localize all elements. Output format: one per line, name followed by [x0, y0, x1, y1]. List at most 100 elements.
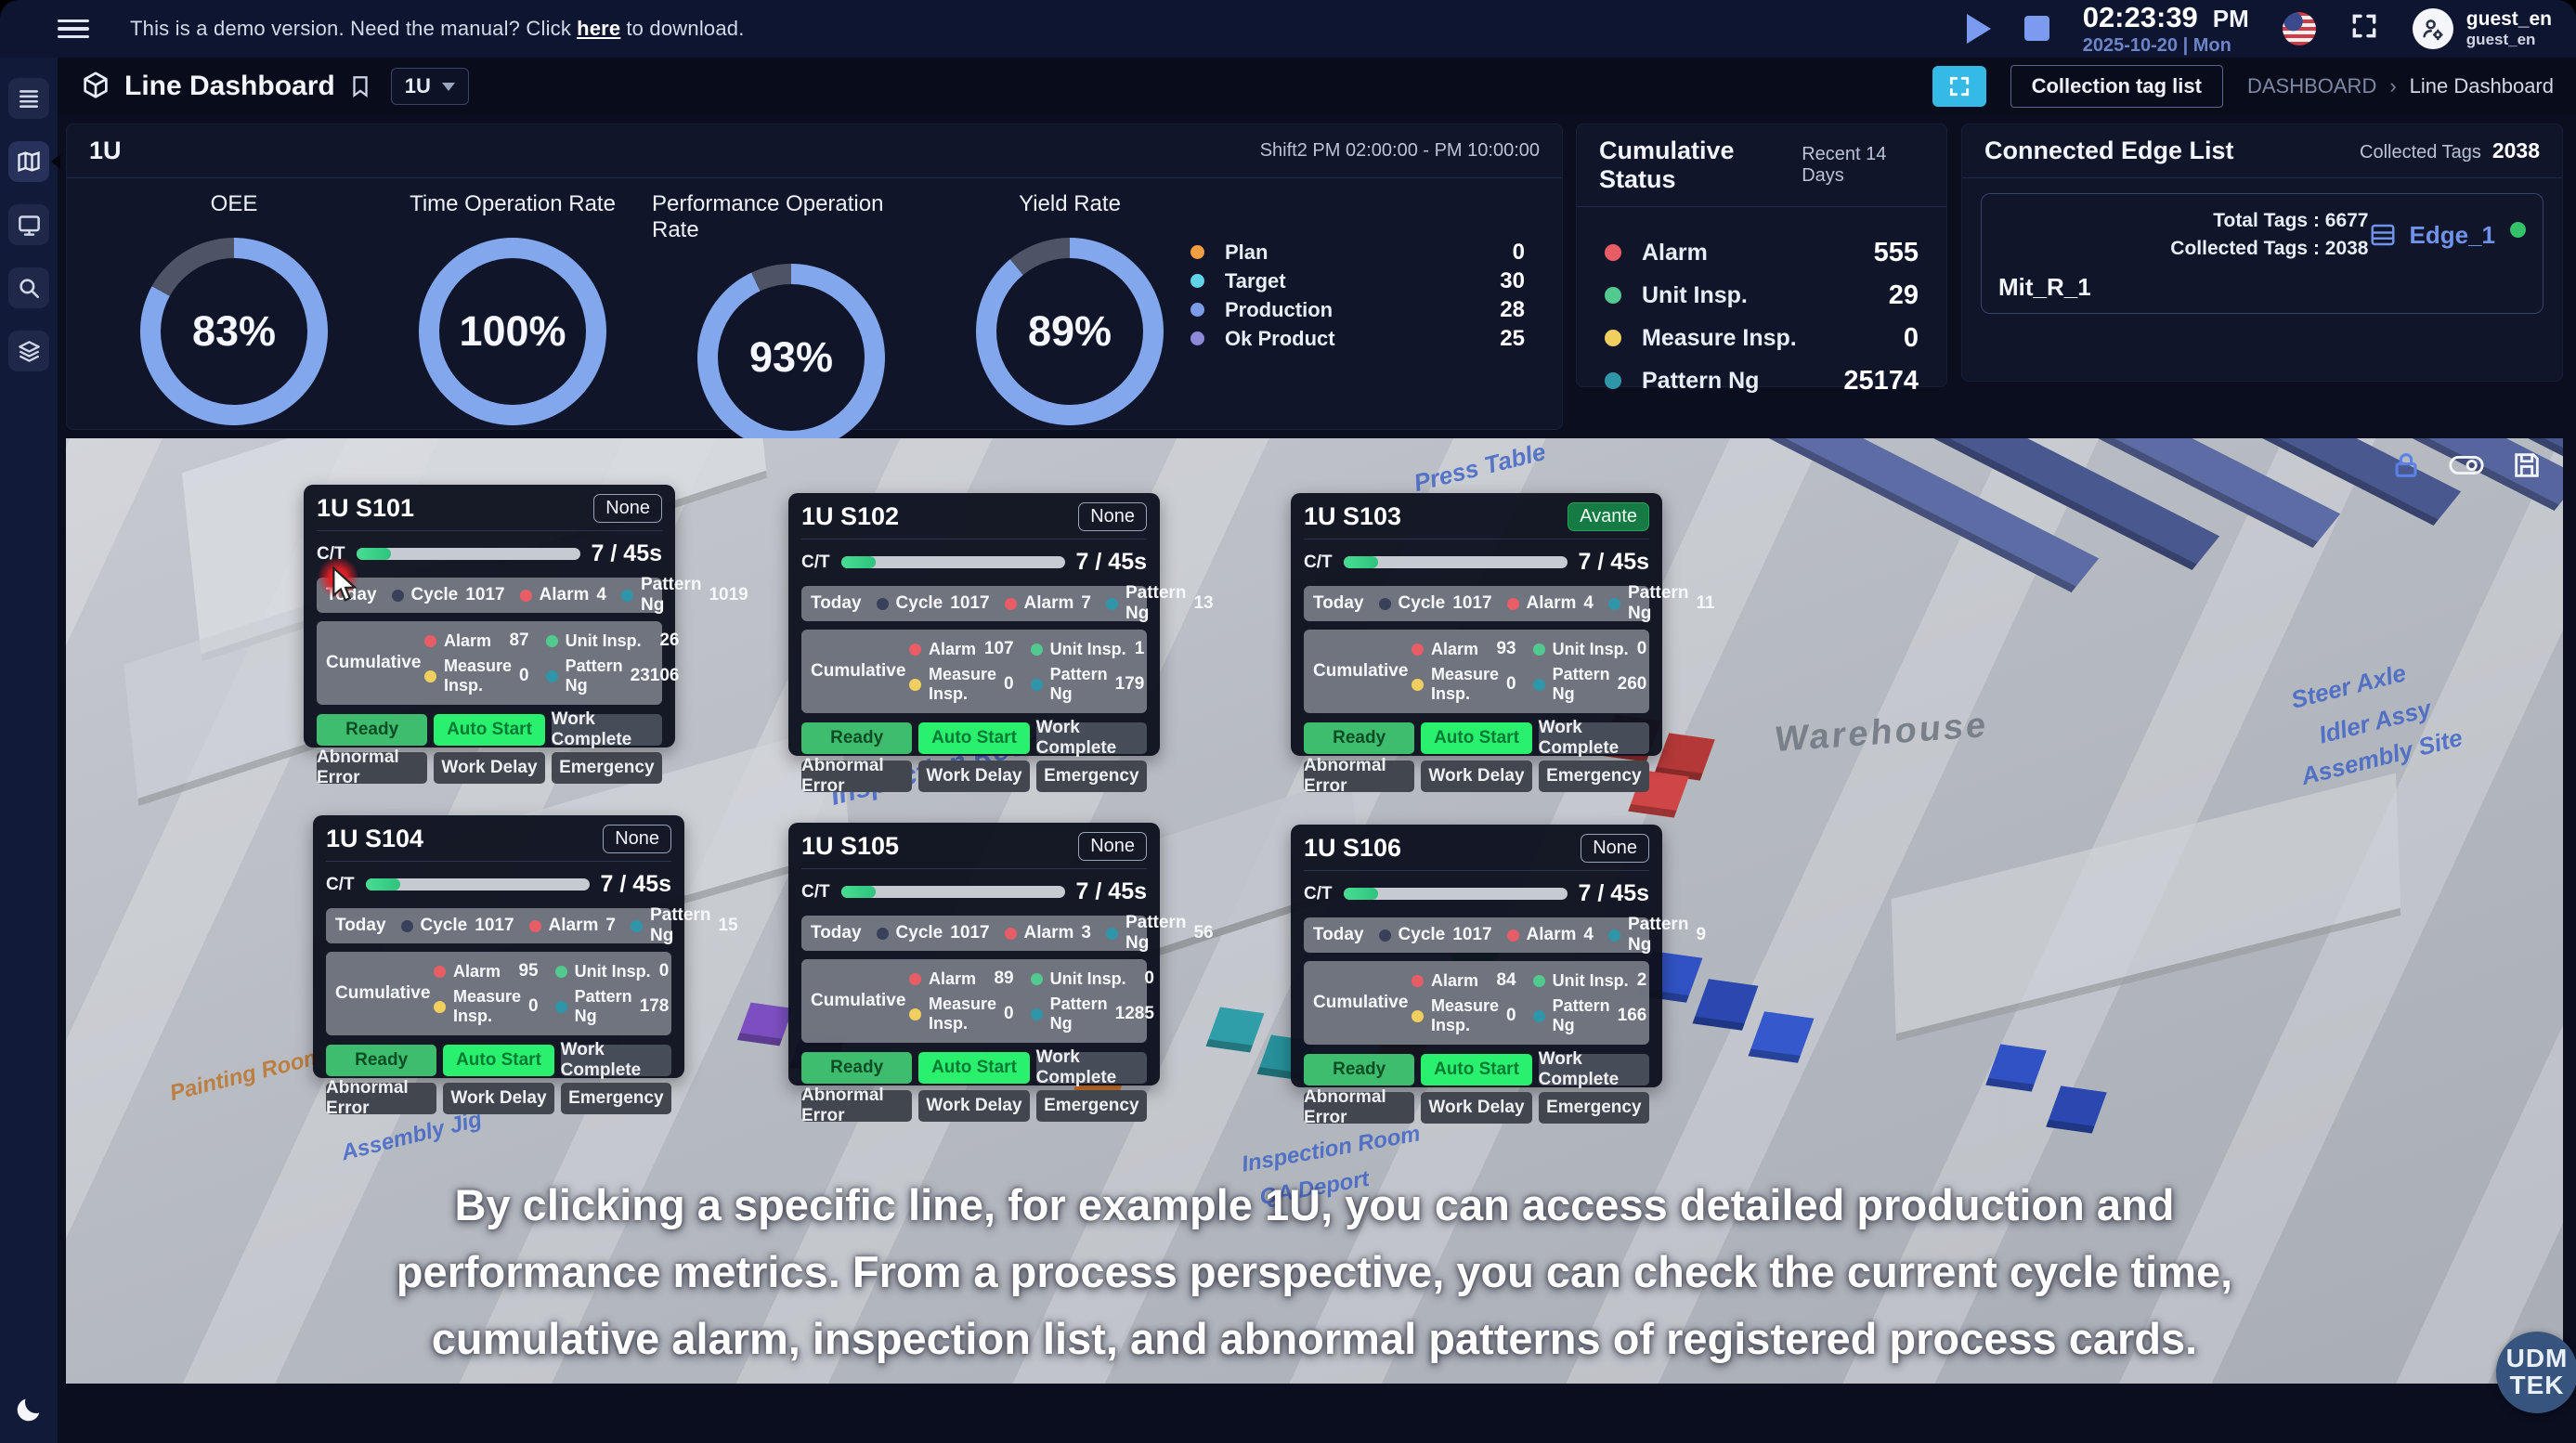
work-delay-status-button[interactable]: Work Delay — [443, 1083, 554, 1114]
emergency-status-button[interactable]: Emergency — [551, 752, 662, 784]
ready-status-button[interactable]: Ready — [801, 722, 913, 754]
gauge-label: Performance Operation Rate — [652, 191, 884, 242]
process-card[interactable]: 1U S104 None C/T 7 / 45s Today Cycle 101… — [313, 815, 738, 1118]
play-button[interactable] — [1966, 13, 1991, 44]
cumulative-label: Cumulative — [1313, 993, 1409, 1012]
ready-status-button[interactable]: Ready — [326, 1045, 437, 1076]
cumulative-row-measure-insp: Measure Insp. 0 — [1605, 317, 1919, 359]
abnormal-error-status-button[interactable]: Abnormal Error — [317, 748, 428, 787]
abnormal-error-status-button[interactable]: Abnormal Error — [1304, 1087, 1415, 1127]
plan-dot — [1190, 245, 1204, 259]
sidebar-item-monitor[interactable] — [8, 204, 49, 245]
work-complete-status-button[interactable]: Work Complete — [560, 1040, 671, 1080]
emergency-status-button[interactable]: Emergency — [1035, 760, 1147, 792]
work-delay-status-button[interactable]: Work Delay — [1421, 1092, 1532, 1124]
alarm-label: Alarm — [1526, 925, 1577, 944]
cumulative-grid: Alarm 107 Unit Insp. 1 Measure Insp. 0 Patt… — [909, 635, 1144, 708]
user-menu[interactable]: guest_en guest_en — [2412, 7, 2552, 50]
process-card[interactable]: 1U S101 None C/T 7 / 45s Today Cycle 101… — [304, 485, 748, 787]
user-names: guest_en guest_en — [2466, 7, 2552, 50]
abnormal-error-status-button[interactable]: Abnormal Error — [326, 1078, 437, 1118]
collection-tag-list-button[interactable]: Collection tag list — [2010, 65, 2223, 108]
work-delay-status-button[interactable]: Work Delay — [918, 1090, 1030, 1122]
work-complete-status-button[interactable]: Work Complete — [1538, 718, 1649, 758]
logo-text-bottom: TEK — [2509, 1371, 2565, 1399]
pattern-ng-dot — [1607, 929, 1620, 942]
cumulative-label: Cumulative — [1313, 661, 1409, 681]
work-complete-status-button[interactable]: Work Complete — [1035, 718, 1147, 758]
sidebar-item-list[interactable] — [8, 78, 49, 119]
fullscreen-icon[interactable] — [2349, 11, 2379, 46]
ready-status-button[interactable]: Ready — [801, 1052, 913, 1084]
toggle-icon[interactable] — [2448, 451, 2485, 479]
ready-status-button[interactable]: Ready — [1304, 1054, 1415, 1086]
auto-start-status-button[interactable]: Auto Start — [443, 1045, 554, 1076]
ready-status-button[interactable]: Ready — [317, 714, 428, 746]
auto-start-status-button[interactable]: Auto Start — [1421, 1054, 1532, 1086]
cycle-time-row: C/T 7 / 45s — [317, 540, 662, 567]
sidebar-item-layers[interactable] — [8, 331, 49, 371]
emergency-status-button[interactable]: Emergency — [1538, 1092, 1649, 1124]
edge-card[interactable]: Edge_1 Total Tags : 6677 Collected Tags … — [1981, 193, 2543, 314]
user-avatar — [2412, 7, 2453, 49]
auto-start-status-button[interactable]: Auto Start — [1421, 722, 1532, 754]
abnormal-error-status-button[interactable]: Abnormal Error — [801, 756, 913, 796]
auto-start-status-button[interactable]: Auto Start — [918, 722, 1030, 754]
cumulative-grid: Alarm 87 Unit Insp. 26 Measure Insp. 0 Patt… — [424, 627, 679, 699]
work-delay-status-button[interactable]: Work Delay — [434, 752, 545, 784]
measure-insp-dot — [909, 1008, 921, 1020]
cycle-time-progress-fill — [840, 556, 876, 568]
process-card[interactable]: 1U S105 None C/T 7 / 45s Today Cycle 101… — [788, 823, 1214, 1125]
work-complete-status-button[interactable]: Work Complete — [1538, 1049, 1649, 1089]
caption-line-1: By clicking a specific line, for example… — [454, 1180, 2175, 1229]
work-delay-status-button[interactable]: Work Delay — [1421, 760, 1532, 792]
auto-start-status-button[interactable]: Auto Start — [434, 714, 545, 746]
emergency-status-button[interactable]: Emergency — [1538, 760, 1649, 792]
lock-icon[interactable] — [2390, 449, 2422, 481]
ready-status-button[interactable]: Ready — [1304, 722, 1415, 754]
sidebar-item-map[interactable] — [8, 141, 60, 182]
alarm-value: 7 — [605, 916, 616, 935]
alarm-value: 84 — [1496, 970, 1516, 990]
collected-tags-label: Collected Tags — [2360, 142, 2481, 162]
abnormal-error-status-button[interactable]: Abnormal Error — [801, 1086, 913, 1125]
gauge-value: 93% — [748, 333, 834, 381]
edge-panel-header: Connected Edge List Collected Tags 2038 — [1962, 124, 2562, 178]
pattern-ng-label: Pattern Ng — [1125, 583, 1187, 623]
bookmark-icon[interactable] — [348, 74, 372, 98]
menu-icon[interactable] — [58, 13, 89, 45]
line-selector-dropdown[interactable]: 1U — [390, 68, 469, 105]
legend-row-production: Production 28 — [1190, 295, 1525, 324]
scene-block — [1205, 1007, 1265, 1053]
unit-insp-dot — [1030, 643, 1043, 656]
auto-start-status-button[interactable]: Auto Start — [918, 1052, 1030, 1084]
dark-mode-toggle-moon-icon[interactable] — [13, 1394, 45, 1430]
process-cards-layer: 1U S101 None C/T 7 / 45s Today Cycle 101… — [66, 438, 2563, 1384]
expand-view-button[interactable] — [1932, 66, 1986, 107]
work-complete-status-button[interactable]: Work Complete — [551, 709, 662, 749]
sidebar-item-search[interactable] — [8, 267, 49, 308]
process-card[interactable]: 1U S106 None C/T 7 / 45s Today Cycle 101… — [1291, 825, 1706, 1127]
language-flag-icon[interactable] — [2282, 11, 2316, 46]
emergency-status-button[interactable]: Emergency — [1035, 1090, 1147, 1122]
process-card[interactable]: 1U S102 None C/T 7 / 45s Today Cycle 101… — [788, 493, 1214, 796]
logo-text-top: UDM — [2505, 1344, 2569, 1373]
emergency-status-button[interactable]: Emergency — [560, 1083, 671, 1114]
cycle-time-progressbar — [840, 886, 1065, 898]
breadcrumb-root[interactable]: DASHBOARD — [2246, 74, 2377, 98]
gauge-ring: 100% — [419, 238, 606, 425]
work-complete-status-button[interactable]: Work Complete — [1035, 1047, 1147, 1087]
work-delay-status-button[interactable]: Work Delay — [918, 760, 1030, 792]
scene-block — [1891, 773, 2401, 1042]
save-icon[interactable] — [2511, 449, 2543, 481]
abnormal-error-status-button[interactable]: Abnormal Error — [1304, 756, 1415, 796]
process-card[interactable]: 1U S103 Avante C/T 7 / 45s Today Cycle 1… — [1291, 493, 1715, 796]
udmtek-logo: UDM TEK — [2496, 1332, 2576, 1413]
demo-download-link[interactable]: here — [577, 17, 621, 40]
cycle-label: Cycle — [410, 585, 459, 604]
stop-button[interactable] — [2023, 16, 2049, 42]
alarm-label: Alarm — [453, 961, 501, 981]
unit-insp-dot — [1030, 972, 1043, 985]
pattern-ng-value: 56 — [1193, 923, 1214, 942]
edge-name-row: Edge_1 — [2369, 207, 2495, 264]
